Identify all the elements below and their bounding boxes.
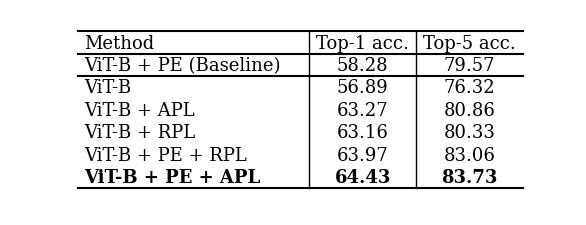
Text: ViT-B + APL: ViT-B + APL xyxy=(84,101,195,119)
Text: Method: Method xyxy=(84,34,155,52)
Text: Top-5 acc.: Top-5 acc. xyxy=(423,34,516,52)
Text: 63.97: 63.97 xyxy=(337,146,389,164)
Text: ViT-B + PE + RPL: ViT-B + PE + RPL xyxy=(84,146,247,164)
Text: 63.27: 63.27 xyxy=(337,101,389,119)
Text: 83.06: 83.06 xyxy=(444,146,495,164)
Text: 63.16: 63.16 xyxy=(337,124,389,142)
Text: 83.73: 83.73 xyxy=(441,168,498,186)
Text: Top-1 acc.: Top-1 acc. xyxy=(316,34,409,52)
Text: 80.33: 80.33 xyxy=(444,124,495,142)
Text: 79.57: 79.57 xyxy=(444,57,495,75)
Text: ViT-B: ViT-B xyxy=(84,79,132,97)
Text: ViT-B + PE (Baseline): ViT-B + PE (Baseline) xyxy=(84,57,281,75)
Text: 80.86: 80.86 xyxy=(444,101,495,119)
Text: ViT-B + PE + APL: ViT-B + PE + APL xyxy=(84,168,261,186)
Text: 64.43: 64.43 xyxy=(335,168,391,186)
Text: 56.89: 56.89 xyxy=(337,79,389,97)
Text: 58.28: 58.28 xyxy=(337,57,389,75)
Text: 76.32: 76.32 xyxy=(444,79,495,97)
Text: ViT-B + RPL: ViT-B + RPL xyxy=(84,124,196,142)
